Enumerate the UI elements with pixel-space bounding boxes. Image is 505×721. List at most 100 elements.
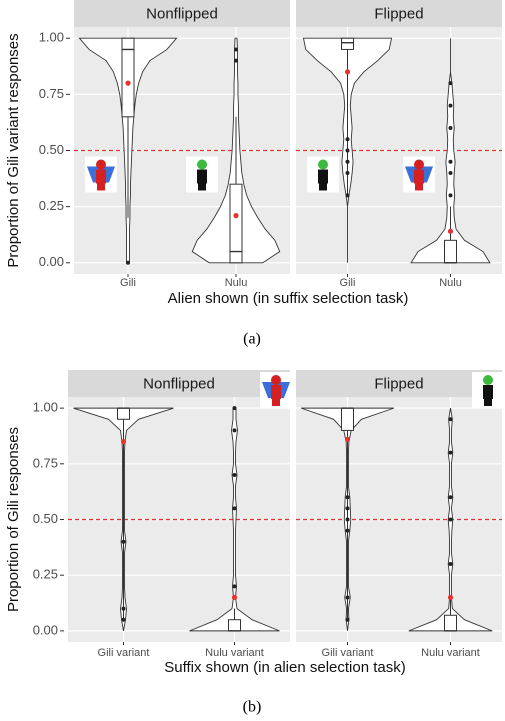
- data-point: [449, 417, 453, 421]
- data-point: [346, 518, 350, 522]
- icon-legs: [484, 399, 492, 406]
- x-axis-title: Suffix shown (in alien selection task): [164, 659, 406, 676]
- icon-legs: [272, 399, 280, 406]
- data-point: [449, 518, 453, 522]
- y-tick-label: 1.00: [39, 30, 64, 45]
- data-point: [233, 428, 237, 432]
- data-point: [126, 261, 130, 265]
- box: [229, 620, 241, 631]
- alien-icon: [403, 157, 435, 193]
- x-tick-label: Nulu variant: [205, 647, 264, 659]
- x-tick-label: Nulu variant: [421, 647, 480, 659]
- data-point: [122, 618, 126, 622]
- data-point: [122, 540, 126, 544]
- data-point: [449, 495, 453, 499]
- box: [445, 615, 457, 631]
- alien-icon: [186, 157, 218, 193]
- icon-body: [197, 170, 207, 184]
- alien-icon: [85, 157, 117, 193]
- icon-body: [414, 170, 424, 184]
- icon-head: [414, 160, 424, 170]
- figure: Proportion of Gili variant responses 0.00…: [0, 0, 505, 721]
- data-point: [346, 137, 350, 141]
- alien-icon: [472, 372, 504, 408]
- facet-title: Nonflipped: [143, 375, 215, 392]
- x-tick-label: Nulu: [439, 277, 462, 289]
- y-axis-title: Proportion of Gili responses: [5, 427, 22, 612]
- data-point: [233, 584, 237, 588]
- data-point: [234, 47, 238, 51]
- y-tick-label: 0.50: [33, 511, 58, 526]
- data-point: [346, 149, 350, 153]
- data-point: [346, 171, 350, 175]
- x-tick-label: Nulu: [225, 277, 248, 289]
- mean-point: [121, 439, 126, 444]
- icon-body: [271, 385, 281, 399]
- data-point: [449, 171, 453, 175]
- box: [342, 408, 354, 430]
- data-point: [233, 473, 237, 477]
- icon-body: [96, 170, 106, 184]
- facet-title: Flipped: [374, 375, 423, 392]
- data-point: [449, 193, 453, 197]
- alien-icon: [307, 157, 339, 193]
- data-point: [234, 59, 238, 63]
- data-point: [346, 160, 350, 164]
- data-point: [346, 529, 350, 533]
- icon-head: [483, 375, 493, 385]
- y-tick-label: 0.00: [33, 622, 58, 637]
- y-tick-label: 0.25: [33, 567, 58, 582]
- mean-point: [125, 81, 130, 86]
- data-point: [346, 618, 350, 622]
- mean-point: [448, 229, 453, 234]
- caption: (b): [243, 699, 262, 716]
- box: [118, 408, 130, 419]
- data-point: [346, 595, 350, 599]
- data-point: [346, 506, 350, 510]
- data-point: [449, 160, 453, 164]
- icon-head: [318, 160, 328, 170]
- icon-legs: [198, 184, 206, 191]
- mean-point: [345, 69, 350, 74]
- icon-head: [271, 375, 281, 385]
- y-tick-label: 0.00: [39, 254, 64, 269]
- mean-point: [233, 213, 238, 218]
- icon-body: [318, 170, 328, 184]
- x-tick-label: Gili: [120, 277, 136, 289]
- icon-body: [483, 385, 493, 399]
- mean-point: [448, 595, 453, 600]
- icon-head: [96, 160, 106, 170]
- data-point: [449, 451, 453, 455]
- icon-legs: [415, 184, 423, 191]
- data-point: [449, 126, 453, 130]
- data-point: [449, 104, 453, 108]
- mean-point: [345, 437, 350, 442]
- y-tick-label: 1.00: [33, 400, 58, 415]
- x-tick-label: Gili variant: [322, 647, 374, 659]
- data-point: [233, 406, 237, 410]
- icon-head: [197, 160, 207, 170]
- box: [445, 240, 457, 262]
- x-tick-label: Gili variant: [98, 647, 150, 659]
- facet-title: Nonflipped: [146, 5, 218, 22]
- icon-legs: [319, 184, 327, 191]
- y-tick-label: 0.75: [33, 455, 58, 470]
- y-tick-label: 0.75: [39, 86, 64, 101]
- caption: (a): [243, 331, 261, 348]
- facet-title: Flipped: [374, 5, 423, 22]
- data-point: [346, 193, 350, 197]
- x-axis-title: Alien shown (in suffix selection task): [168, 290, 409, 307]
- data-point: [122, 607, 126, 611]
- x-tick-label: Gili: [340, 277, 356, 289]
- y-tick-label: 0.50: [39, 142, 64, 157]
- data-point: [233, 506, 237, 510]
- box: [342, 38, 354, 49]
- mean-point: [232, 595, 237, 600]
- data-point: [449, 81, 453, 85]
- data-point: [449, 562, 453, 566]
- y-axis-title: Proportion of Gili variant responses: [5, 33, 22, 267]
- alien-icon: [260, 372, 292, 408]
- y-tick-label: 0.25: [39, 198, 64, 213]
- icon-legs: [97, 184, 105, 191]
- data-point: [346, 495, 350, 499]
